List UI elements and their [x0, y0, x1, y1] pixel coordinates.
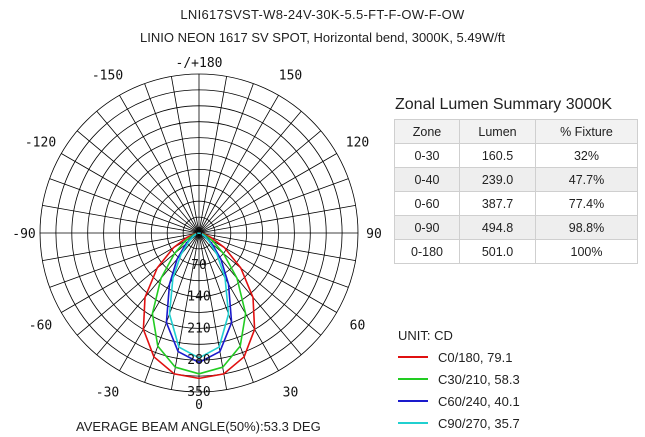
- column-header-fixture: % Fixture: [535, 119, 638, 144]
- legend-item: C0/180, 79.1: [398, 346, 520, 368]
- grid-spoke: [198, 76, 228, 234]
- grid-spoke: [198, 232, 356, 262]
- candela-curve: [168, 232, 230, 359]
- lumen-cell: 387.7: [459, 191, 536, 216]
- fixture-cell: 47.7%: [535, 167, 638, 192]
- grid-spoke: [119, 232, 200, 371]
- radial-tick-label: 280: [187, 353, 210, 368]
- candela-curve: [151, 232, 247, 375]
- grid-spoke: [42, 204, 200, 234]
- fixture-cell: 32%: [535, 143, 638, 168]
- legend-label: C90/270, 35.7: [438, 415, 520, 431]
- beam-angle-caption: AVERAGE BEAM ANGLE(50%):53.3 DEG: [76, 419, 321, 434]
- lumen-cell: 494.8: [459, 215, 536, 240]
- zone-cell: 0-60: [394, 191, 460, 216]
- legend-item: C90/270, 35.7: [398, 412, 520, 434]
- legend-swatch-c0: [398, 356, 428, 358]
- angle-label: -150: [92, 69, 123, 84]
- legend: C0/180, 79.1 C30/210, 58.3 C60/240, 40.1…: [398, 346, 520, 434]
- fixture-cell: 100%: [535, 239, 638, 264]
- grid-spoke: [198, 232, 349, 288]
- lumen-cell: 239.0: [459, 167, 536, 192]
- radial-tick-label: 140: [187, 290, 210, 305]
- grid-spoke: [198, 232, 279, 371]
- angle-label: 60: [350, 319, 366, 334]
- legend-label: C60/240, 40.1: [438, 393, 520, 409]
- grid-spoke: [198, 130, 322, 234]
- grid-spoke: [198, 204, 356, 234]
- angle-label: -120: [25, 136, 56, 151]
- grid-spoke: [198, 232, 322, 336]
- grid-spoke: [198, 178, 349, 234]
- grid-spoke: [198, 232, 228, 390]
- radial-tick-label: 210: [187, 321, 210, 336]
- grid-spoke: [198, 110, 302, 234]
- column-header-zone: Zone: [394, 119, 460, 144]
- radial-tick-label: 70: [191, 258, 207, 273]
- zonal-table-title: Zonal Lumen Summary 3000K: [395, 96, 612, 113]
- table-row: 0-40 239.0 47.7%: [394, 167, 638, 192]
- legend-swatch-c30: [398, 378, 428, 380]
- zone-cell: 0-30: [394, 143, 460, 168]
- table-row: 0-60 387.7 77.4%: [394, 191, 638, 216]
- grid-spoke: [198, 153, 337, 234]
- fixture-cell: 98.8%: [535, 215, 638, 240]
- column-header-lumen: Lumen: [459, 119, 536, 144]
- angle-label: 120: [346, 136, 369, 151]
- legend-swatch-c60: [398, 400, 428, 402]
- legend-item: C30/210, 58.3: [398, 368, 520, 390]
- zone-cell: 0-180: [394, 239, 460, 264]
- grid-spoke: [198, 83, 254, 234]
- legend-label: C0/180, 79.1: [438, 349, 513, 365]
- legend-swatch-c90: [398, 422, 428, 424]
- grid-spoke: [49, 178, 200, 234]
- grid-spoke: [76, 130, 200, 234]
- zone-cell: 0-90: [394, 215, 460, 240]
- radial-tick-label: 350: [187, 385, 210, 400]
- candela-curve: [142, 232, 256, 380]
- lumen-cell: 160.5: [459, 143, 536, 168]
- zonal-lumen-table: Zone Lumen % Fixture 0-30 160.5 32% 0-40…: [394, 119, 638, 264]
- angle-label: 30: [283, 386, 299, 401]
- grid-spoke: [144, 83, 200, 234]
- grid-spoke: [76, 232, 200, 336]
- table-row: 0-180 501.0 100%: [394, 239, 638, 264]
- angle-label: -60: [29, 319, 52, 334]
- grid-spoke: [61, 153, 200, 234]
- lumen-cell: 501.0: [459, 239, 536, 264]
- grid-spoke: [170, 76, 200, 234]
- legend-item: C60/240, 40.1: [398, 390, 520, 412]
- grid-spoke: [119, 95, 200, 234]
- grid-spoke: [170, 232, 200, 390]
- legend-label: C30/210, 58.3: [438, 371, 520, 387]
- zone-cell: 0-40: [394, 167, 460, 192]
- unit-label: UNIT: CD: [398, 328, 453, 343]
- angle-label: -90: [12, 227, 35, 242]
- angle-label: 0: [195, 398, 203, 413]
- catalog-number: LNI617SVST-W8-24V-30K-5.5-FT-F-OW-F-OW: [180, 7, 465, 22]
- angle-label: -30: [96, 386, 119, 401]
- table-row: 0-90 494.8 98.8%: [394, 215, 638, 240]
- fixture-cell: 77.4%: [535, 191, 638, 216]
- angle-label: 150: [279, 69, 302, 84]
- radial-tick-label: 0: [195, 226, 203, 241]
- table-row: 0-30 160.5 32%: [394, 143, 638, 168]
- grid-spoke: [198, 95, 279, 234]
- grid-spoke: [49, 232, 200, 288]
- angle-label: 90: [366, 227, 382, 242]
- grid-spoke: [96, 110, 200, 234]
- product-description: LINIO NEON 1617 SV SPOT, Horizontal bend…: [140, 30, 505, 45]
- angle-label: -/+180: [176, 56, 223, 71]
- table-header-row: Zone Lumen % Fixture: [394, 119, 638, 144]
- grid-spoke: [42, 232, 200, 262]
